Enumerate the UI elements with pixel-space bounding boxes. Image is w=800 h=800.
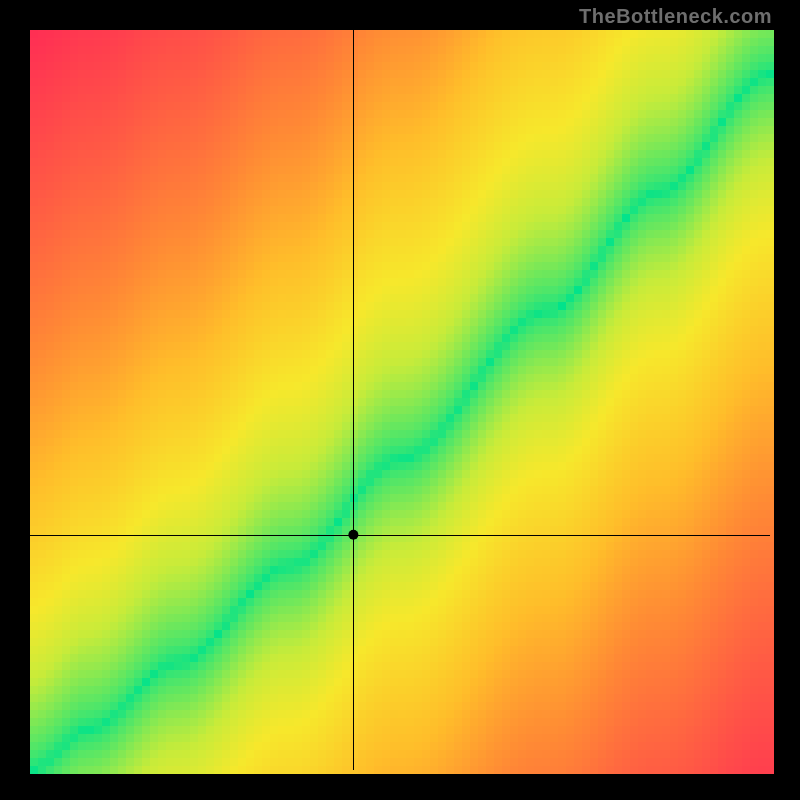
bottleneck-heatmap [0,0,800,800]
attribution-text: TheBottleneck.com [579,6,772,29]
chart-container: { "attribution": { "text": "TheBottlenec… [0,0,800,800]
